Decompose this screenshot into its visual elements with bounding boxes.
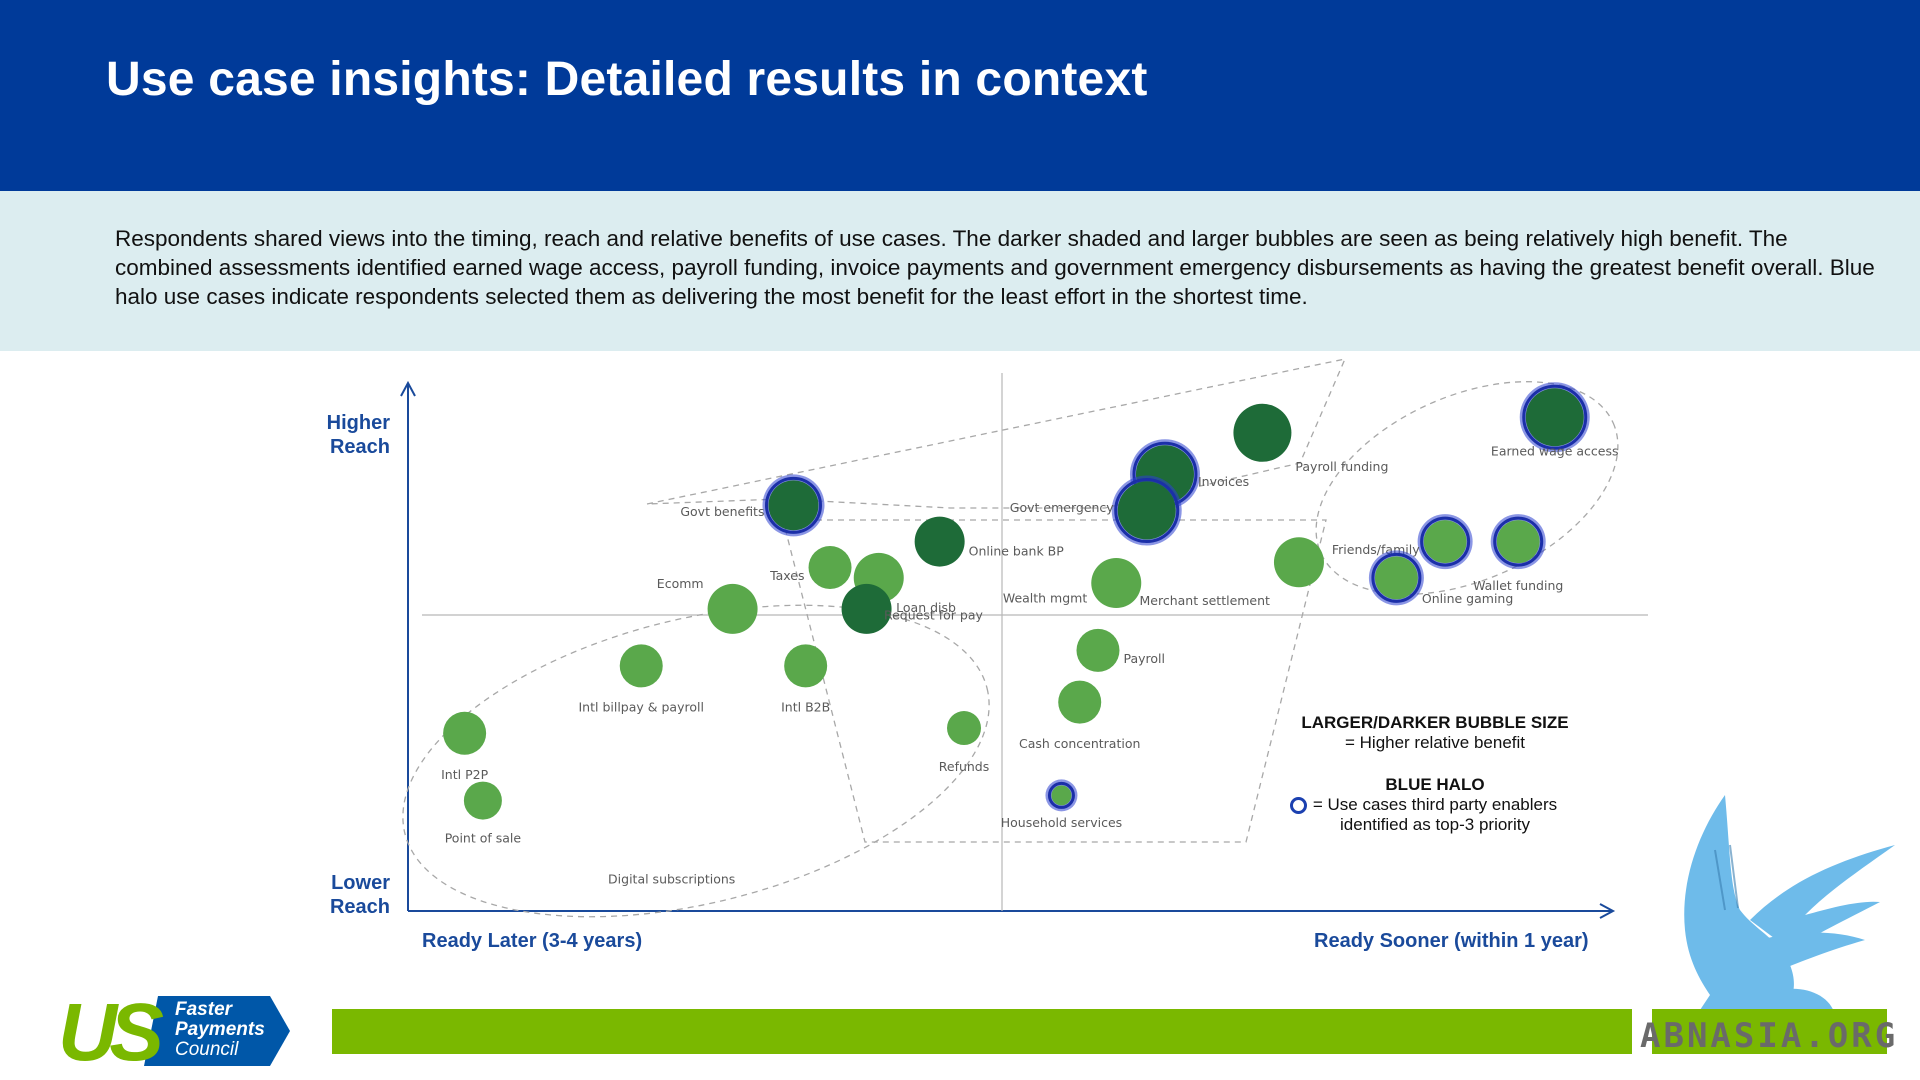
y-axis-arrow bbox=[400, 380, 416, 397]
legend-size-text: = Higher relative benefit bbox=[1344, 733, 1526, 752]
page-title: Use case insights: Detailed results in c… bbox=[106, 53, 1148, 106]
intro-band bbox=[0, 191, 1920, 351]
bubble-payroll bbox=[1076, 628, 1120, 672]
legend-halo-text-1: = Use cases third party enablers bbox=[1312, 795, 1558, 814]
bubble-label-request-for-pay: Request for pay bbox=[884, 608, 984, 623]
logo-flag-shape bbox=[144, 996, 290, 1066]
x-axis-arrow bbox=[1599, 903, 1616, 919]
logo-line-2: Payments bbox=[175, 1019, 265, 1040]
bubble-label-payroll-funding: Payroll funding bbox=[1295, 459, 1388, 474]
bubble-household-services bbox=[1051, 785, 1072, 806]
bubble-label-digital-subscriptions: Digital subscriptions bbox=[608, 871, 735, 886]
bubble-merchant-settlement bbox=[1273, 537, 1324, 588]
bubble-payroll-funding bbox=[1233, 403, 1292, 462]
bubble-label-online-gaming: Online gaming bbox=[1422, 591, 1513, 606]
legend-size: LARGER/DARKER BUBBLE SIZE = Higher relat… bbox=[1260, 713, 1610, 753]
bubble-label-wealth-mgmt: Wealth mgmt bbox=[1003, 591, 1088, 606]
group-outline-right bbox=[1315, 381, 1619, 595]
x-axis-label-right: Ready Sooner (within 1 year) bbox=[1314, 930, 1589, 952]
legend-halo: BLUE HALO = Use cases third party enable… bbox=[1260, 775, 1610, 835]
bubble-label-wallet-funding: Wallet funding bbox=[1473, 578, 1563, 593]
legend-size-heading: LARGER/DARKER BUBBLE SIZE bbox=[1301, 713, 1569, 732]
legend-halo-row: = Use cases third party enablers bbox=[1260, 795, 1610, 815]
bubble-ecomm bbox=[707, 583, 758, 634]
bubble-online-gaming bbox=[1374, 556, 1418, 600]
bubble-point-of-sale bbox=[463, 781, 502, 820]
bubble-intl-b2b bbox=[784, 644, 828, 688]
halo-ring-icon bbox=[1290, 797, 1307, 814]
group-outline-left bbox=[402, 604, 990, 918]
bubble-taxes bbox=[808, 545, 852, 589]
legend-halo-heading: BLUE HALO bbox=[1385, 775, 1485, 794]
bubble-label-govt-emergency: Govt emergency bbox=[1010, 500, 1115, 515]
bubble-request-for-pay bbox=[841, 583, 892, 634]
bubble-label-point-of-sale: Point of sale bbox=[445, 830, 522, 845]
bubble-label-invoices: Invoices bbox=[1198, 474, 1249, 489]
bubble-layer: Earned wage access Payroll funding Invoice… bbox=[441, 382, 1619, 886]
footer-bar bbox=[332, 1009, 1632, 1054]
bubble-label-household-services: Household services bbox=[1001, 815, 1122, 830]
logo-text: Faster Payments Council bbox=[175, 1000, 265, 1060]
bubble-halo-ring-govt-emergency bbox=[1114, 478, 1180, 543]
bubble-intl-billpay-payroll bbox=[619, 644, 663, 688]
bubble-govt-benefits bbox=[768, 480, 819, 531]
bubble-halo-ring-earned-wage-access bbox=[1522, 384, 1588, 450]
bubble-label-intl-p2p: Intl P2P bbox=[441, 767, 488, 782]
bubble-wealth-mgmt bbox=[1091, 558, 1142, 609]
logo-line-3: Council bbox=[175, 1039, 239, 1060]
legend-halo-text-2: identified as top-3 priority bbox=[1340, 815, 1530, 834]
logo-line-1: Faster bbox=[175, 999, 233, 1020]
bubble-refunds bbox=[947, 711, 982, 746]
header-bar bbox=[0, 0, 1920, 191]
bubble-friends-family bbox=[1423, 520, 1467, 564]
bubble-halo-ring-govt-benefits bbox=[764, 476, 822, 534]
legend: LARGER/DARKER BUBBLE SIZE = Higher relat… bbox=[1260, 713, 1610, 835]
logo-mark: US bbox=[58, 987, 164, 1078]
bubble-chart: Earned wage access Payroll funding Invoice… bbox=[400, 358, 1648, 919]
bubble-label-taxes: Taxes bbox=[769, 568, 804, 583]
watermark-text: ABNASIA.ORG bbox=[1640, 1016, 1899, 1056]
bubble-govt-emergency bbox=[1117, 481, 1176, 540]
footer-bar-right bbox=[1652, 1009, 1887, 1054]
bubble-label-loan-disb: Loan disb bbox=[896, 600, 956, 615]
intro-text: Respondents shared views into the timing… bbox=[115, 226, 1875, 309]
bubble-halo-ring-household-services bbox=[1047, 781, 1075, 809]
bubble-intl-p2p bbox=[443, 711, 487, 755]
griffin-icon bbox=[1684, 795, 1895, 1032]
bubble-label-online-bank-bp: Online bank BP bbox=[969, 543, 1065, 558]
group-outline-upper bbox=[646, 358, 1347, 509]
bubble-label-intl-billpay-payroll: Intl billpay & payroll bbox=[579, 700, 704, 715]
bubble-label-merchant-settlement: Merchant settlement bbox=[1140, 593, 1271, 608]
bubble-halo-ring-wallet-funding bbox=[1493, 516, 1544, 567]
x-axis-label-left: Ready Later (3-4 years) bbox=[422, 930, 643, 952]
bubble-halo-ring-friends-family bbox=[1420, 516, 1471, 567]
bubble-label-ecomm: Ecomm bbox=[657, 576, 704, 591]
group-outline-middle bbox=[782, 519, 1327, 843]
bubble-label-earned-wage-access: Earned wage access bbox=[1491, 443, 1619, 458]
bubble-label-cash-concentration: Cash concentration bbox=[1019, 736, 1140, 751]
bubble-label-refunds: Refunds bbox=[939, 759, 990, 774]
bubble-wallet-funding bbox=[1496, 520, 1540, 564]
bubble-earned-wage-access bbox=[1525, 388, 1584, 447]
bubble-cash-concentration bbox=[1058, 680, 1102, 724]
bubble-label-payroll: Payroll bbox=[1123, 651, 1165, 666]
bubble-halo-ring-online-gaming bbox=[1371, 552, 1422, 603]
y-axis-label-bottom: Lower Reach bbox=[329, 872, 390, 918]
bubble-online-bank-bp bbox=[914, 516, 965, 567]
logo: US Faster Payments Council bbox=[58, 987, 298, 1078]
bubble-label-govt-benefits: Govt benefits bbox=[680, 504, 764, 519]
bubble-label-intl-b2b: Intl B2B bbox=[781, 700, 830, 715]
y-axis-label-top: Higher Reach bbox=[326, 412, 390, 458]
